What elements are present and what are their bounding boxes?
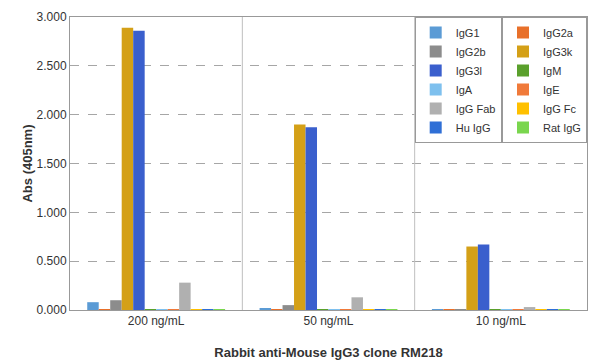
svg-text:IgG3l: IgG3l: [456, 65, 482, 77]
svg-text:IgG1: IgG1: [456, 27, 480, 39]
svg-text:2.000: 2.000: [37, 108, 67, 122]
svg-text:IgG Fc: IgG Fc: [543, 103, 577, 115]
svg-text:IgA: IgA: [456, 84, 473, 96]
svg-text:3.000: 3.000: [37, 10, 67, 24]
svg-text:50 ng/mL: 50 ng/mL: [303, 314, 353, 328]
svg-text:IgE: IgE: [543, 84, 560, 96]
svg-text:Rat IgG: Rat IgG: [543, 122, 581, 134]
svg-text:0.500: 0.500: [37, 254, 67, 268]
svg-text:IgM: IgM: [543, 65, 561, 77]
svg-text:IgG Fab: IgG Fab: [456, 103, 496, 115]
svg-text:IgG3k: IgG3k: [543, 46, 573, 58]
svg-text:10 ng/mL: 10 ng/mL: [476, 314, 526, 328]
svg-text:Abs (405nm): Abs (405nm): [20, 124, 35, 202]
svg-text:Hu IgG: Hu IgG: [456, 122, 491, 134]
svg-text:0.000: 0.000: [37, 303, 67, 317]
svg-text:IgG2b: IgG2b: [456, 46, 486, 58]
svg-text:Rabbit anti-Mouse IgG3 clone R: Rabbit anti-Mouse IgG3 clone RM218: [214, 345, 442, 360]
svg-text:1.500: 1.500: [37, 157, 67, 171]
svg-text:IgG2a: IgG2a: [543, 27, 574, 39]
svg-text:2.500: 2.500: [37, 59, 67, 73]
svg-text:1.000: 1.000: [37, 206, 67, 220]
svg-text:200 ng/mL: 200 ng/mL: [128, 314, 185, 328]
